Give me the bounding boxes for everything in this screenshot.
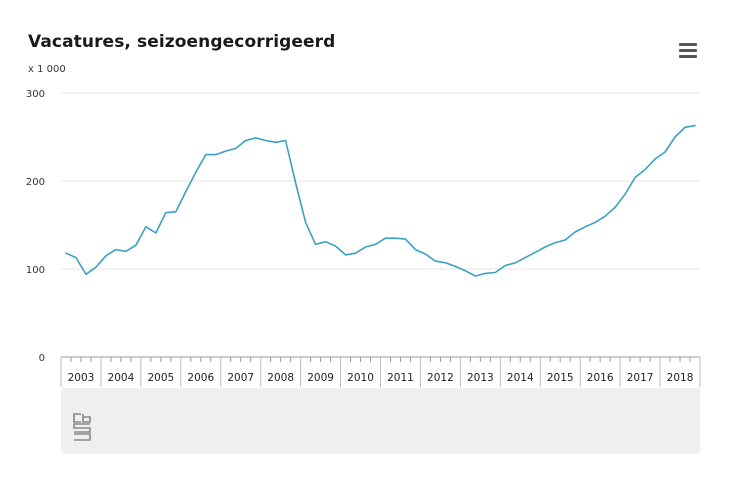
- data-point[interactable]: [353, 250, 359, 256]
- x-tick-label: 2007: [227, 372, 254, 384]
- data-point[interactable]: [273, 139, 279, 145]
- data-point[interactable]: [592, 219, 598, 225]
- y-tick-label: 200: [26, 177, 45, 188]
- data-point[interactable]: [632, 174, 638, 180]
- data-point[interactable]: [562, 237, 568, 243]
- x-tick-label: 2010: [347, 372, 374, 384]
- data-point[interactable]: [103, 253, 109, 259]
- x-tick-label: 2009: [307, 372, 334, 384]
- x-tick-label: 2004: [108, 372, 135, 384]
- x-tick-label: 2011: [387, 372, 414, 384]
- data-point[interactable]: [373, 241, 379, 247]
- data-point[interactable]: [652, 156, 658, 162]
- data-point[interactable]: [602, 213, 608, 219]
- x-tick-label: 2016: [587, 372, 614, 384]
- data-point[interactable]: [692, 123, 698, 129]
- x-tick-label: 2003: [68, 372, 95, 384]
- data-point[interactable]: [672, 134, 678, 140]
- data-point[interactable]: [572, 229, 578, 235]
- x-tick-label: 2012: [427, 372, 454, 384]
- data-point[interactable]: [343, 252, 349, 258]
- y-tick-label: 300: [26, 89, 45, 100]
- data-point[interactable]: [243, 138, 249, 144]
- data-point[interactable]: [153, 230, 159, 236]
- data-point[interactable]: [422, 251, 428, 257]
- x-tick-label: 2014: [507, 372, 534, 384]
- data-point[interactable]: [402, 236, 408, 242]
- data-point[interactable]: [133, 242, 139, 248]
- data-point[interactable]: [502, 262, 508, 268]
- data-point[interactable]: [492, 270, 498, 276]
- x-tick-label: 2013: [467, 372, 494, 384]
- data-point[interactable]: [123, 248, 129, 254]
- data-point[interactable]: [73, 255, 79, 261]
- x-tick-label: 2008: [267, 372, 294, 384]
- data-point[interactable]: [303, 219, 309, 225]
- data-point[interactable]: [542, 244, 548, 250]
- data-point[interactable]: [293, 180, 299, 186]
- data-point[interactable]: [412, 247, 418, 253]
- data-point[interactable]: [113, 247, 119, 253]
- data-point[interactable]: [223, 148, 229, 154]
- data-point[interactable]: [532, 249, 538, 255]
- data-point[interactable]: [552, 240, 558, 246]
- x-tick-label: 2015: [547, 372, 574, 384]
- data-point[interactable]: [333, 243, 339, 249]
- data-point[interactable]: [93, 264, 99, 270]
- x-tick-label: 2018: [667, 372, 694, 384]
- x-tick-label: 2005: [147, 372, 174, 384]
- data-point[interactable]: [183, 189, 189, 195]
- data-point[interactable]: [83, 271, 89, 277]
- data-point[interactable]: [363, 244, 369, 250]
- hamburger-menu-icon[interactable]: [679, 43, 697, 59]
- data-point[interactable]: [233, 145, 239, 151]
- x-tick-label: 2017: [627, 372, 654, 384]
- data-point[interactable]: [143, 224, 149, 230]
- data-point[interactable]: [622, 191, 628, 197]
- data-point[interactable]: [522, 255, 528, 261]
- data-point[interactable]: [462, 268, 468, 274]
- data-point[interactable]: [682, 124, 688, 130]
- data-point[interactable]: [452, 263, 458, 269]
- data-point[interactable]: [382, 235, 388, 241]
- chart-title: Vacatures, seizoengecorrigeerd: [28, 32, 336, 52]
- data-point[interactable]: [263, 138, 269, 144]
- data-point[interactable]: [392, 235, 398, 241]
- data-point[interactable]: [472, 273, 478, 279]
- data-point[interactable]: [253, 135, 259, 141]
- cbs-logo: [73, 413, 91, 441]
- data-point[interactable]: [482, 270, 488, 276]
- data-point[interactable]: [432, 258, 438, 264]
- data-point[interactable]: [662, 149, 668, 155]
- data-point[interactable]: [642, 167, 648, 173]
- data-point[interactable]: [213, 152, 219, 158]
- data-point[interactable]: [582, 224, 588, 230]
- data-point[interactable]: [323, 239, 329, 245]
- data-point[interactable]: [193, 169, 199, 175]
- series-line: [65, 124, 696, 277]
- y-tick-label: 0: [39, 353, 45, 364]
- data-point[interactable]: [163, 210, 169, 216]
- data-point[interactable]: [283, 138, 289, 144]
- data-point[interactable]: [442, 260, 448, 266]
- data-point[interactable]: [512, 260, 518, 266]
- unit-label: x 1 000: [28, 64, 66, 75]
- data-point[interactable]: [173, 209, 179, 215]
- chart-footer-panel: [61, 388, 700, 454]
- data-point[interactable]: [612, 204, 618, 210]
- data-point[interactable]: [63, 250, 69, 256]
- data-point[interactable]: [203, 152, 209, 158]
- data-point[interactable]: [313, 241, 319, 247]
- x-tick-label: 2006: [187, 372, 214, 384]
- y-tick-label: 100: [26, 265, 45, 276]
